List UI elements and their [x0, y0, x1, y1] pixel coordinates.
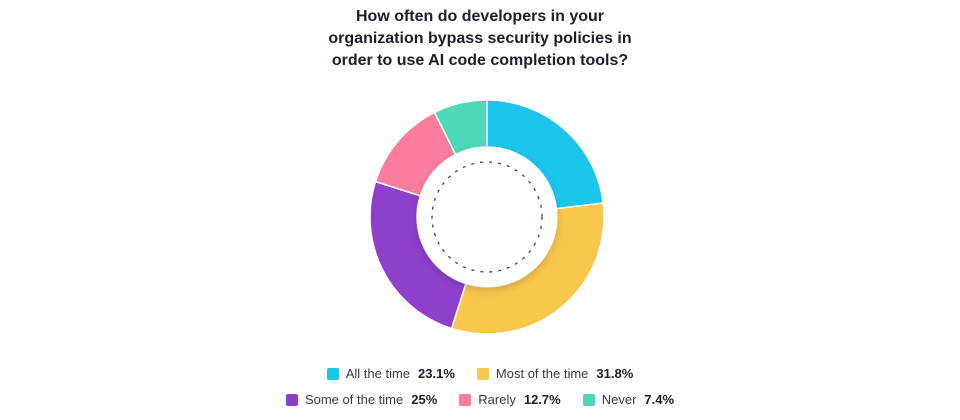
donut-slice-never [433, 99, 488, 156]
donut-hole-dashed-ring [431, 161, 543, 273]
legend-item-some-of-the-time: Some of the time 25% [285, 392, 438, 408]
legend-row-1: All the time 23.1% Most of the time 31.8… [0, 366, 960, 382]
legend-value: 23.1% [418, 366, 455, 381]
legend-value: 25% [411, 392, 438, 407]
legend-swatch [459, 394, 472, 406]
legend-item-all-the-time: All the time 23.1% [326, 366, 455, 382]
donut-hole [417, 147, 557, 287]
legend-value: 7.4% [644, 392, 675, 407]
legend-label: Some of the time [304, 392, 404, 407]
legend-value: 31.8% [596, 366, 634, 381]
legend-swatch [285, 394, 298, 406]
legend-item-most-of-the-time: Most of the time 31.8% [476, 366, 634, 382]
legend-label: Rarely [478, 392, 516, 407]
legend-label: Most of the time [495, 366, 589, 381]
chart-title: How often do developers in your organiza… [280, 6, 680, 72]
legend-item-rarely: Rarely 12.7% [459, 392, 561, 408]
legend-label: All the time [345, 366, 411, 381]
donut-chart [369, 99, 605, 335]
legend-swatch [582, 394, 595, 406]
chart-title-line-2: organization bypass security policies in [328, 30, 632, 47]
legend-label: Never [601, 392, 637, 407]
legend-row-2: Some of the time 25% Rarely 12.7% Never … [0, 392, 960, 408]
legend-value: 12.7% [523, 392, 561, 407]
legend-swatch [476, 368, 489, 380]
chart-title-line-1: How often do developers in your [355, 8, 605, 25]
legend-item-never: Never 7.4% [582, 392, 675, 408]
legend-swatch [326, 368, 339, 380]
chart-title-line-3: order to use AI code completion tools? [331, 52, 629, 69]
